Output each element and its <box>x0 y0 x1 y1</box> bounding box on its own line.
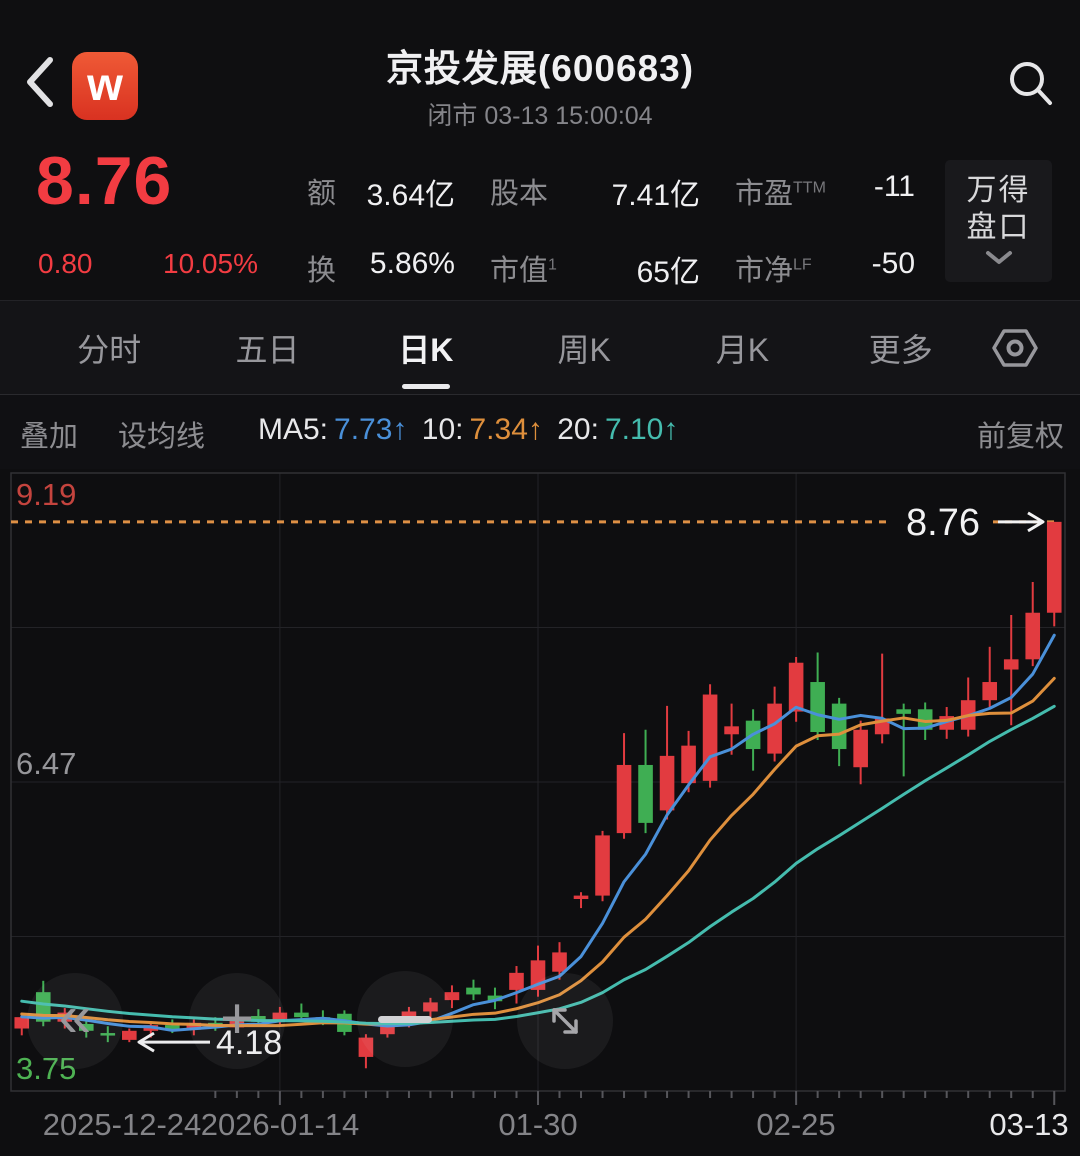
ma5-label: MA5: <box>258 413 329 446</box>
price-change-percent: 10.05% <box>163 248 258 279</box>
stat-sup-pb: LF <box>793 256 812 274</box>
stat-label-marketcap: 市值1 <box>490 255 557 287</box>
wind-order-book-panel[interactable]: 万得 盘口 <box>945 160 1052 282</box>
stat-label-turnover: 换 <box>307 255 337 287</box>
tab-intraday[interactable]: 分时 <box>77 331 142 368</box>
stat-label-pb: 市净LF <box>735 255 812 287</box>
stat-label-pe: 市盈TTM <box>735 178 826 210</box>
svg-text:6.47: 6.47 <box>16 746 76 781</box>
ma20-value: 7.10↑ <box>604 413 679 446</box>
pan-left-button[interactable]: « <box>27 973 123 1069</box>
panel-line1: 万得 <box>966 174 1031 207</box>
stat-value-amount: 3.64亿 <box>366 179 455 212</box>
svg-text:4.18: 4.18 <box>216 1024 282 1062</box>
tab-weekly-k[interactable]: 周K <box>557 331 611 368</box>
svg-text:03-13: 03-13 <box>989 1107 1068 1142</box>
zoom-out-icon <box>378 1015 432 1023</box>
ma5-value: 7.73↑ <box>334 413 408 446</box>
stat-value-turnover: 5.86% <box>369 247 455 280</box>
search-icon[interactable] <box>1006 58 1054 108</box>
svg-text:2026-01-14: 2026-01-14 <box>201 1107 360 1142</box>
svg-text:02-25: 02-25 <box>756 1107 835 1142</box>
ma10-label: 10: <box>421 413 464 446</box>
tab-daily-k[interactable]: 日K <box>347 301 505 394</box>
hexagon-settings-icon <box>992 328 1038 367</box>
chart-settings-button[interactable] <box>980 327 1050 369</box>
stat-label-amount: 额 <box>307 178 337 210</box>
overlay-button[interactable]: 叠加 <box>20 421 79 453</box>
chevron-down-icon <box>985 251 1012 264</box>
price-change: 0.80 <box>38 248 93 279</box>
panel-line2: 盘口 <box>966 211 1031 244</box>
svg-text:01-30: 01-30 <box>498 1107 577 1142</box>
ma20-label: 20: <box>557 413 599 446</box>
stat-label-shares: 股本 <box>490 178 549 210</box>
pan-left-icon: « <box>58 983 92 1049</box>
kline-chart[interactable]: 8.76 9.19 6.47 3.75 4.18 2025-12-24 2026-01-14… <box>0 469 1080 1156</box>
period-tabbar: 分时 五日 日K 周K 月K 更多 <box>0 300 1080 395</box>
market-status: 闭市 03-13 15:00:04 <box>427 102 653 130</box>
header: w 京投发展(600683) 闭市 03-13 15:00:04 <box>0 0 1080 140</box>
back-icon[interactable] <box>22 56 58 108</box>
svg-text:2025-12-24: 2025-12-24 <box>43 1107 202 1142</box>
tab-monthly-k[interactable]: 月K <box>715 331 770 368</box>
expand-button[interactable] <box>517 973 613 1069</box>
svg-text:9.19: 9.19 <box>16 477 76 512</box>
page-title: 京投发展(600683) <box>385 48 695 89</box>
stat-sup-marketcap: 1 <box>548 256 557 274</box>
wind-logo[interactable]: w <box>72 52 138 120</box>
zoom-out-button[interactable] <box>357 971 453 1067</box>
expand-diagonal-icon <box>552 1008 578 1034</box>
zoom-in-button[interactable]: + <box>189 973 285 1069</box>
tab-more[interactable]: 更多 <box>868 331 933 368</box>
set-ma-button[interactable]: 设均线 <box>118 421 206 453</box>
stat-value-pb: -50 <box>871 247 915 280</box>
ma10-value: 7.34↑ <box>469 413 543 446</box>
stat-sup-pe: TTM <box>793 179 826 197</box>
ma-toolbar: 叠加 设均线 MA5: 7.73↑ 10: 7.34↑ 20: 7.10↑ 前复权 <box>0 395 1080 469</box>
wind-logo-letter: w <box>87 58 123 110</box>
svg-text:3.75: 3.75 <box>16 1051 76 1086</box>
zoom-in-icon: + <box>220 985 254 1051</box>
ma-legend: MA5: 7.73↑ 10: 7.34↑ 20: 7.10↑ <box>258 413 684 447</box>
tab-5day[interactable]: 五日 <box>235 331 300 368</box>
kline-chart-area[interactable]: 8.76 9.19 6.47 3.75 4.18 2025-12-24 2026-01-14… <box>0 469 1080 1156</box>
svg-text:8.76: 8.76 <box>906 502 980 544</box>
stat-value-marketcap: 65亿 <box>636 256 700 289</box>
last-price: 8.76 <box>36 143 173 219</box>
stat-value-shares: 7.41亿 <box>611 179 700 212</box>
stat-value-pe: -11 <box>873 170 915 203</box>
quote-section: 8.76 0.80 10.05% 额 3.64亿 股本 7.41亿 市盈TTM … <box>0 140 1080 300</box>
adjust-mode-button[interactable]: 前复权 <box>976 421 1064 453</box>
